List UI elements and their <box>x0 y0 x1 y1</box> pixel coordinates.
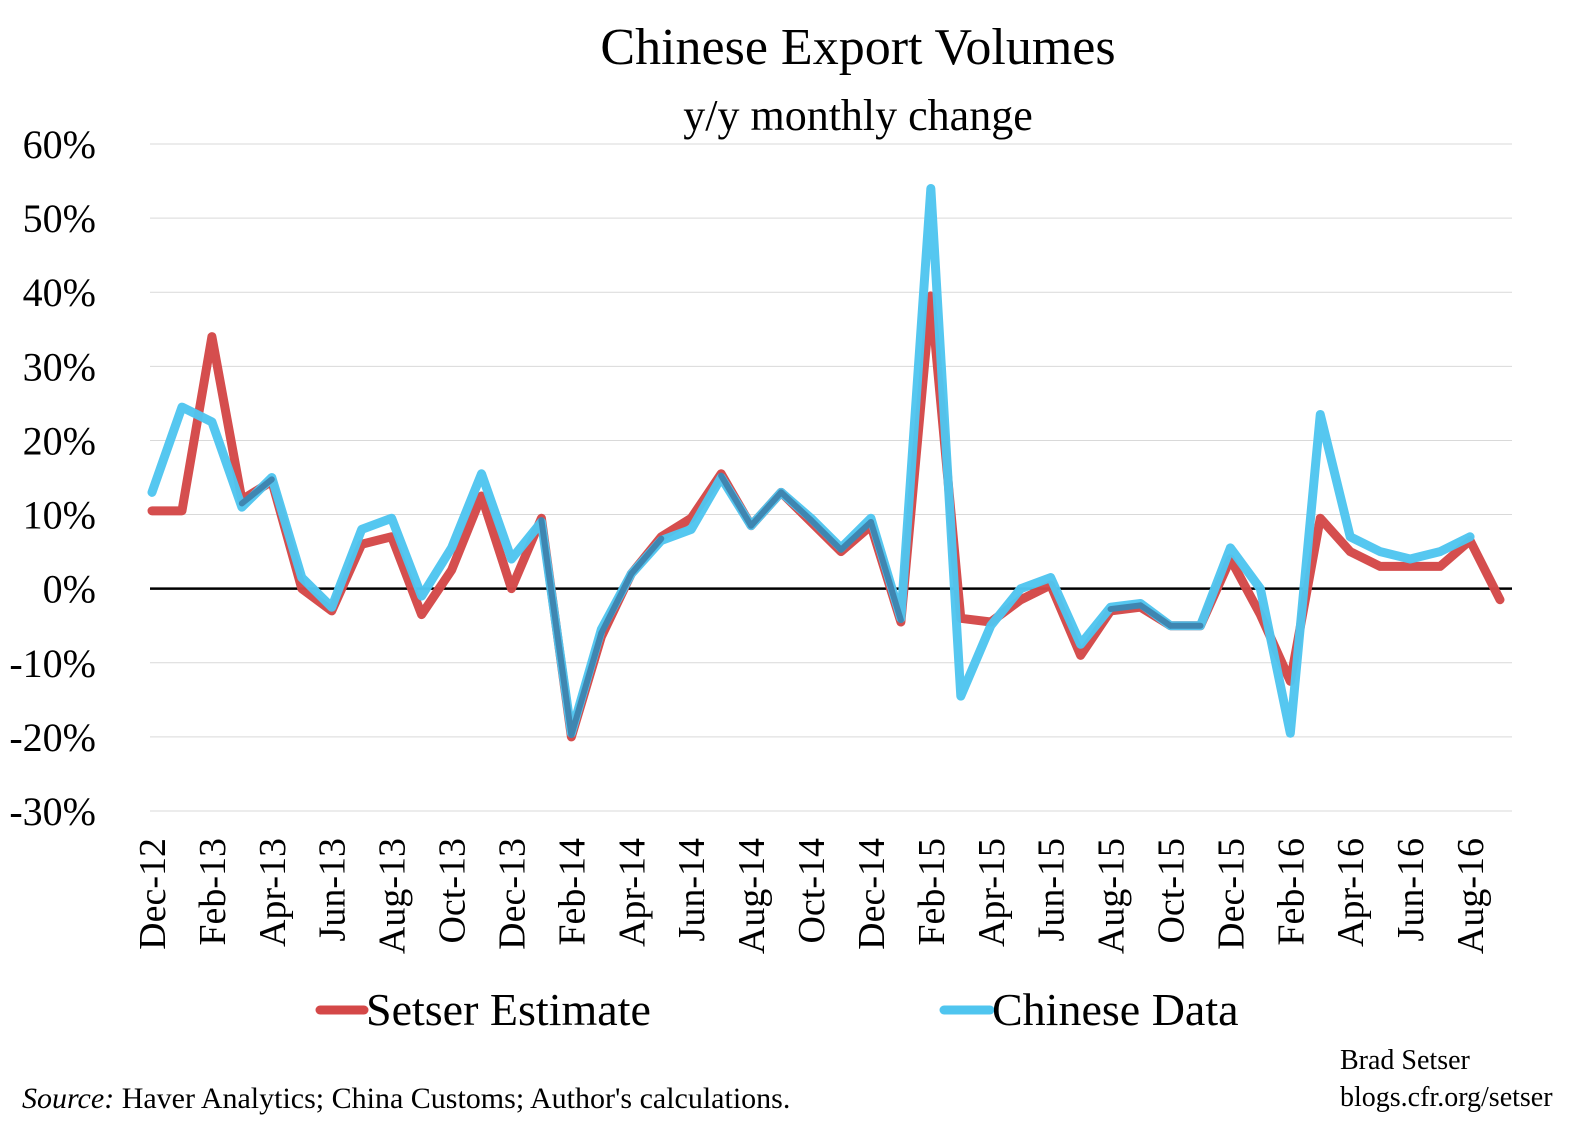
x-tick-label: Dec-13 <box>491 838 533 950</box>
y-tick-label: 60% <box>23 122 96 167</box>
y-tick-label: 40% <box>23 270 96 315</box>
gridlines <box>150 143 1512 812</box>
overlap-segment <box>628 535 665 577</box>
y-tick-label: -10% <box>9 641 96 686</box>
y-tick-label: -20% <box>9 715 96 760</box>
x-tick-label: Feb-16 <box>1270 838 1312 946</box>
overlap-segment <box>808 517 844 553</box>
overlap-segment <box>867 518 904 624</box>
source-note: Source: Haver Analytics; China Customs; … <box>22 1082 790 1116</box>
overlap-segment <box>568 630 605 739</box>
source-text: Haver Analytics; China Customs; Author's… <box>114 1082 791 1115</box>
author-url: blogs.cfr.org/setser <box>1340 1082 1553 1113</box>
y-tick-label: -30% <box>9 789 96 834</box>
x-tick-label: Apr-15 <box>971 838 1013 947</box>
x-tick-label: Dec-14 <box>851 838 893 950</box>
source-label: Source: <box>22 1082 115 1115</box>
legend-label-chinese-data: Chinese Data <box>992 984 1239 1035</box>
x-tick-label: Oct-13 <box>432 838 474 944</box>
x-tick-label: Aug-16 <box>1450 838 1492 954</box>
legend-label-setser-estimate: Setser Estimate <box>366 984 651 1035</box>
series-line-chinese-data <box>147 183 1475 738</box>
legend: Setser Estimate Chinese Data <box>315 984 1239 1035</box>
x-tick-label: Aug-14 <box>731 838 773 954</box>
x-tick-label: Feb-13 <box>192 838 234 946</box>
x-tick-label: Jun-16 <box>1390 838 1432 941</box>
overlap-segment <box>598 570 635 637</box>
x-tick-label: Aug-13 <box>372 838 414 954</box>
legend-item-setser-estimate: Setser Estimate <box>315 984 651 1035</box>
series-lines <box>147 183 1505 742</box>
overlap-segment <box>1137 602 1174 629</box>
legend-item-chinese-data: Chinese Data <box>939 984 1239 1035</box>
overlap-segment <box>748 489 785 529</box>
overlap-segment <box>538 517 575 739</box>
chart-subtitle: y/y monthly change <box>683 91 1033 140</box>
x-tick-label: Feb-14 <box>551 838 593 946</box>
overlap-segment <box>837 518 874 553</box>
x-tick-label: Aug-15 <box>1091 838 1133 954</box>
y-tick-label: 10% <box>23 493 96 538</box>
x-tick-label: Oct-15 <box>1150 838 1192 944</box>
x-tick-label: Apr-16 <box>1330 838 1372 947</box>
chart-title: Chinese Export Volumes <box>600 19 1115 76</box>
x-tick-label: Apr-14 <box>611 838 653 947</box>
y-axis-ticks: 60% 50% 40% 30% 20% 10% 0% -10% -20% -30% <box>9 122 96 834</box>
x-tick-label: Jun-15 <box>1031 838 1073 941</box>
overlap-segment <box>1107 602 1144 613</box>
author-name: Brad Setser <box>1340 1045 1470 1076</box>
y-tick-label: 30% <box>23 344 96 389</box>
overlap-segment <box>238 476 275 507</box>
x-tick-label: Jun-13 <box>312 838 354 941</box>
x-tick-label: Dec-12 <box>132 838 174 950</box>
x-axis-ticks: Dec-12 Feb-13 Apr-13 Jun-13 Aug-13 Oct-13 Dec-… <box>132 838 1492 954</box>
x-tick-label: Dec-15 <box>1210 838 1252 950</box>
x-tick-label: Oct-14 <box>791 838 833 944</box>
x-tick-label: Apr-13 <box>252 838 294 947</box>
x-tick-label: Jun-14 <box>671 838 713 941</box>
y-tick-label: 0% <box>43 567 96 612</box>
y-tick-label: 50% <box>23 196 96 241</box>
overlap-segment <box>778 489 815 524</box>
author-credit: Brad Setser blogs.cfr.org/setser <box>1340 1042 1553 1116</box>
overlap-segment <box>718 472 755 529</box>
y-tick-label: 20% <box>23 418 96 463</box>
x-tick-label: Feb-15 <box>911 838 953 946</box>
